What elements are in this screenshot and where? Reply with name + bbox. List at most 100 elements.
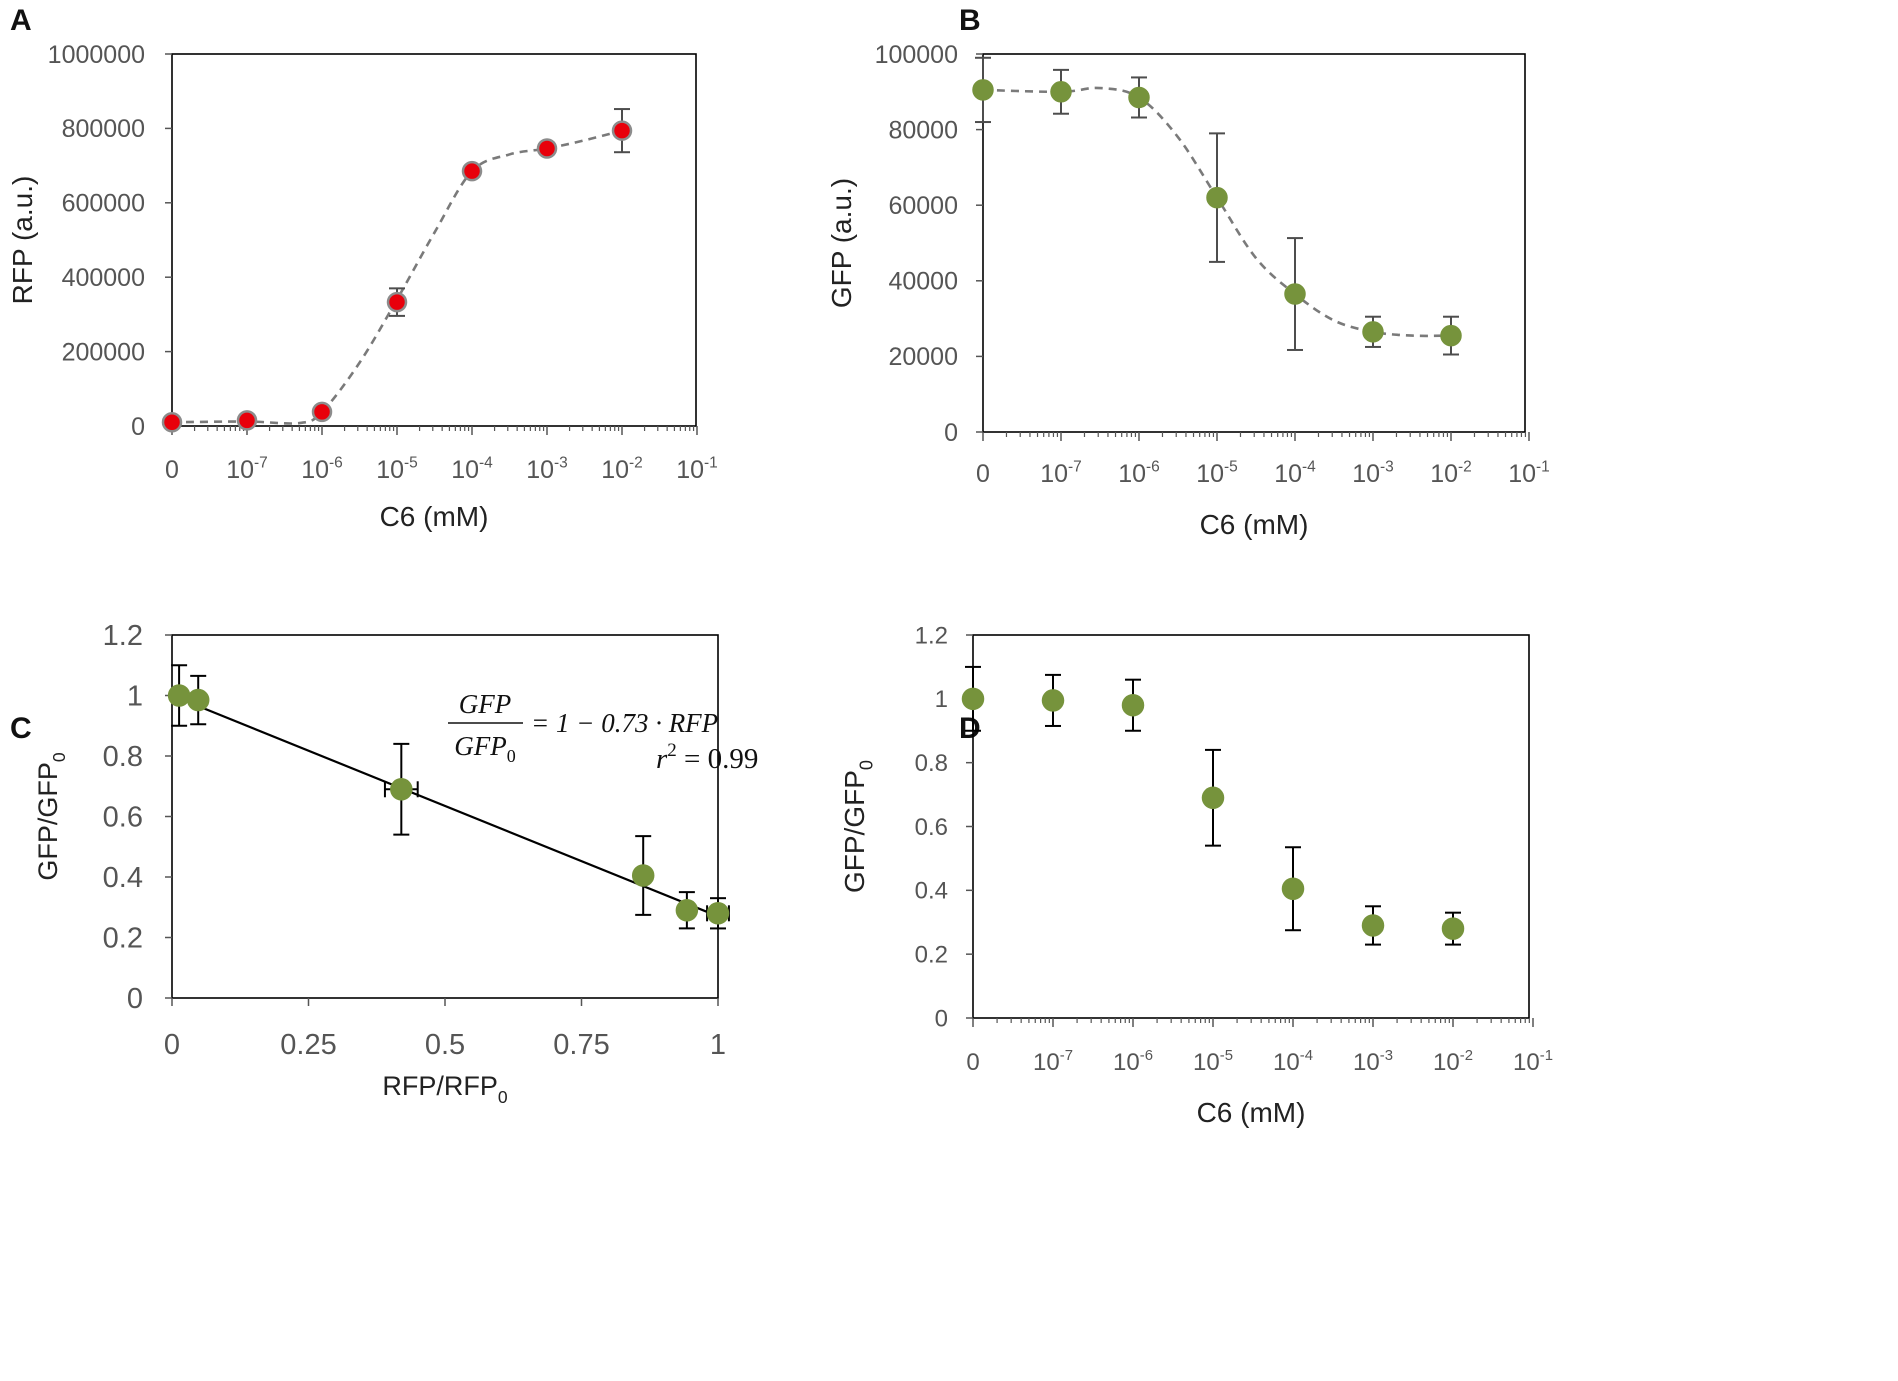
x-tick-label: 10-1 <box>1508 459 1550 489</box>
x-tick-label: 10-5 <box>376 455 418 485</box>
data-point <box>186 688 210 712</box>
y-tick-label: 800000 <box>62 115 145 143</box>
x-tick-label: 0.25 <box>280 1029 336 1061</box>
x-tick-label: 10-4 <box>451 455 493 485</box>
x-tick-base: 10 <box>1274 460 1302 488</box>
x-tick-exponent: -5 <box>1224 459 1238 476</box>
data-point <box>390 778 413 801</box>
y-tick-label: 0 <box>944 419 958 447</box>
y-tick-label: 0.4 <box>103 862 143 894</box>
plot-frame <box>982 53 1526 433</box>
y-tick-label: 0.8 <box>103 741 143 773</box>
data-point <box>675 899 699 922</box>
x-tick-base: 10 <box>1508 460 1536 488</box>
data-point <box>1441 917 1465 940</box>
y-tick-label: 0 <box>131 413 145 441</box>
data-point <box>1121 693 1145 717</box>
chart-d: 00.20.40.60.811.20 10-7 10-6 10-5 10-4 10-3 10… <box>839 622 1553 1128</box>
data-point <box>1284 283 1306 305</box>
x-axis-title: RFP/RFP0 <box>382 1071 508 1107</box>
x-tick-label: 10-6 <box>1118 459 1160 489</box>
fit-curve <box>982 86 1452 338</box>
x-tick-exponent: -3 <box>554 455 568 472</box>
y-axis-title: RFP (a.u.) <box>7 176 38 305</box>
x-tick-label: 0 <box>164 1029 180 1061</box>
fit-curve <box>171 129 623 425</box>
r-squared-superscript: 2 <box>667 740 677 761</box>
y-axis-title-text: GFP/GFP <box>33 762 63 881</box>
x-axis-title-text: C6 (mM) <box>1200 509 1309 540</box>
x-tick-label: 0 <box>966 1049 979 1076</box>
y-tick-label: 1 <box>127 681 143 713</box>
data-point <box>461 160 483 182</box>
panel-label: D <box>959 712 981 745</box>
x-tick-base: 0 <box>976 460 990 488</box>
r-squared-value: = 0.99 <box>677 743 759 775</box>
y-tick-label: 0.2 <box>103 923 143 955</box>
y-axis-title-text: RFP (a.u.) <box>7 176 38 305</box>
x-tick-exponent: -1 <box>704 455 718 472</box>
data-point <box>631 864 655 887</box>
x-tick-label: 10-5 <box>1193 1048 1233 1076</box>
y-tick-label: 0 <box>935 1005 948 1032</box>
x-axis-title: C6 (mM) <box>1200 509 1309 540</box>
x-tick-base: 10 <box>1513 1049 1540 1076</box>
y-axis-title-subscript: 0 <box>49 752 69 762</box>
data-point <box>1281 877 1305 900</box>
x-tick-label: 10-2 <box>1430 459 1472 489</box>
data-point <box>1041 689 1065 712</box>
chart-c: 00.20.40.60.811.20 0.25 0.5 0.75 1RFP/RFP0GF… <box>33 620 758 1107</box>
data-point <box>1206 186 1228 209</box>
x-tick-exponent: -3 <box>1380 459 1394 476</box>
x-tick-label: 10-4 <box>1274 459 1316 489</box>
equation-denominator-subscript: 0 <box>507 746 516 766</box>
data-point <box>236 410 258 431</box>
x-tick-exponent: -2 <box>629 455 643 472</box>
x-tick-base: 0 <box>165 456 179 484</box>
x-tick-base: 10 <box>1033 1049 1060 1076</box>
equation-rhs: = 1 − 0.73 · RFP <box>531 708 718 738</box>
x-tick-exponent: -6 <box>329 455 343 472</box>
r-squared: r2 = 0.99 <box>656 740 758 775</box>
x-tick-exponent: -4 <box>1302 459 1316 476</box>
y-tick-label: 0 <box>127 983 143 1015</box>
fit-line <box>171 694 719 918</box>
x-tick-base: 10 <box>601 456 629 484</box>
x-tick-label: 10-6 <box>1113 1048 1153 1076</box>
x-tick-exponent: -1 <box>1540 1048 1553 1064</box>
panel-label: A <box>10 4 32 37</box>
x-tick-base: 10 <box>526 456 554 484</box>
data-point <box>1361 914 1385 937</box>
panel-a: A 0 200000 400000 600000 800000 1000000 0 10-7 1… <box>0 0 949 690</box>
y-axis-title: GFP/GFP0 <box>33 752 69 881</box>
x-tick-label: 10-4 <box>1273 1048 1313 1076</box>
y-tick-label: 1.2 <box>103 620 143 652</box>
x-tick-exponent: -7 <box>1060 1048 1073 1064</box>
y-tick-label: 1000000 <box>48 41 145 69</box>
x-tick-label: 10-7 <box>226 455 268 485</box>
y-tick-label: 0.2 <box>915 942 948 969</box>
x-tick-base: 10 <box>1352 460 1380 488</box>
y-tick-label: 600000 <box>62 190 145 218</box>
x-axis-title-text: C6 (mM) <box>1197 1097 1306 1128</box>
x-tick-exponent: -5 <box>1220 1048 1233 1064</box>
panel-label: C <box>10 712 32 745</box>
y-tick-label: 80000 <box>888 116 958 144</box>
y-axis-title-text: GFP (a.u.) <box>826 178 857 308</box>
x-tick-label: 10-5 <box>1196 459 1238 489</box>
data-point <box>972 79 994 101</box>
x-tick-label: 0.5 <box>425 1029 465 1061</box>
y-axis-title-subscript: 0 <box>856 760 876 770</box>
y-tick-label: 60000 <box>888 192 958 220</box>
x-tick-base: 0 <box>966 1049 979 1076</box>
data-point <box>167 684 191 707</box>
data-point <box>1440 324 1462 347</box>
y-axis-title: GFP (a.u.) <box>826 178 857 308</box>
data-point <box>1050 81 1072 103</box>
r-squared-r: r <box>656 743 668 775</box>
x-tick-exponent: -7 <box>254 455 268 472</box>
x-tick-base: 10 <box>676 456 704 484</box>
x-tick-base: 10 <box>1193 1049 1220 1076</box>
panel-d: D 0 0.2 0.4 0.6 0.8 1 1.2 0 10-7 10-6 10-5 10-4 10-3… <box>839 622 1898 1380</box>
